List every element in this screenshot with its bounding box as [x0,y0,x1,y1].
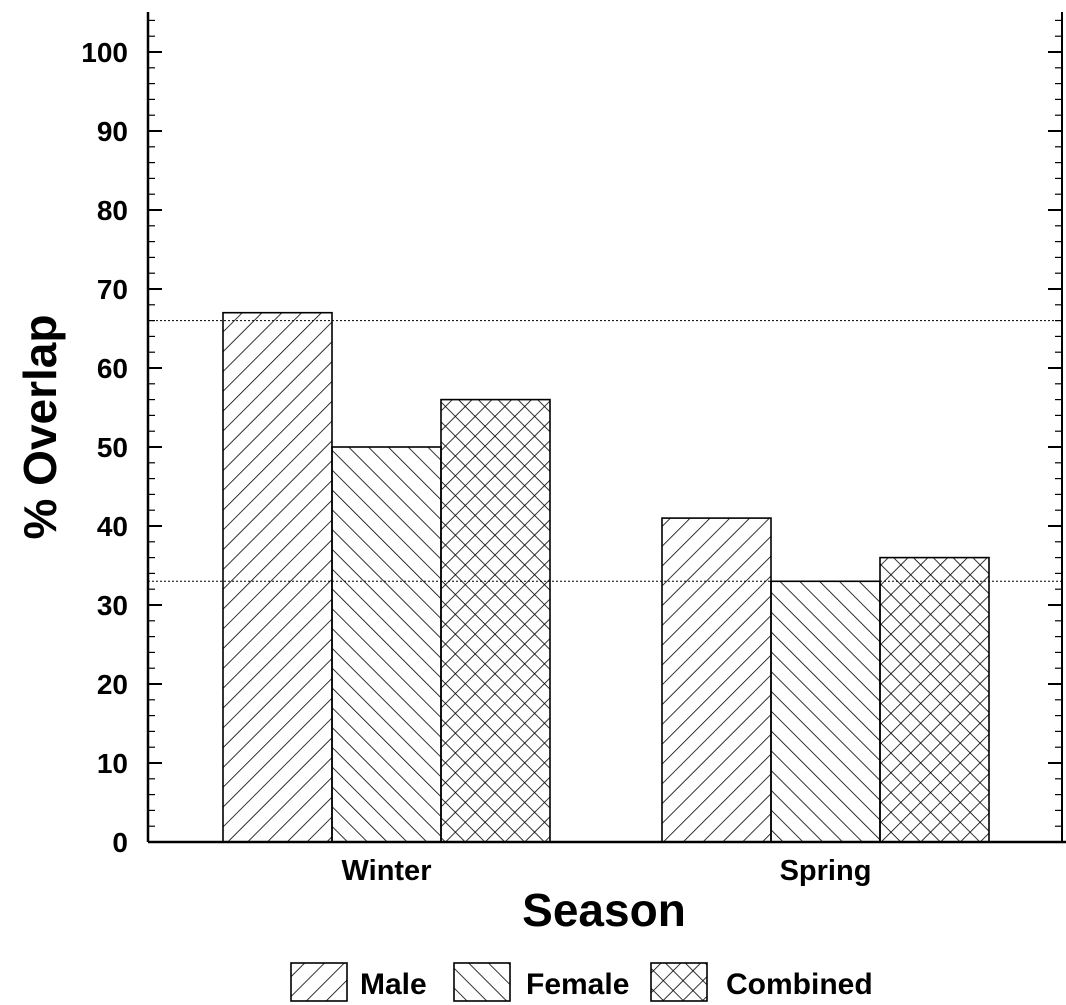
bar-combined-spring [879,556,990,843]
legend-label-combined: Combined [726,968,873,1001]
legend-label-male: Male [360,968,427,1001]
x-tick-label: Spring [780,855,872,887]
bar-female-spring [770,580,881,843]
legend: Male Female Combined [290,962,873,1002]
x-axis-category-labels: Winter Spring [342,855,872,887]
y-axis-title: % Overlap [14,315,66,540]
y-tick-label: 40 [97,511,128,542]
y-tick-label: 60 [97,353,128,384]
bar-male-winter [222,311,333,843]
y-tick-label: 70 [97,274,128,305]
bar-combined-winter [440,398,551,843]
y-tick-label: 10 [97,748,128,779]
bars [222,311,990,843]
bar-female-winter [331,446,442,843]
y-tick-label: 0 [112,827,128,858]
y-tick-label: 80 [97,195,128,226]
y-tick-label: 20 [97,669,128,700]
legend-label-female: Female [526,968,629,1001]
y-tick-label: 100 [81,37,128,68]
y-tick-label: 90 [97,116,128,147]
legend-swatch-female [453,962,511,1002]
y-tick-label: 50 [97,432,128,463]
legend-swatch-combined [650,962,708,1002]
y-tick-label: 30 [97,590,128,621]
x-tick-label: Winter [342,855,432,887]
y-axis-ticks: 0 10 20 30 40 50 60 70 80 90 100 [81,19,1062,858]
legend-swatch-male [290,962,348,1002]
x-axis-title: Season [522,884,686,936]
bar-male-spring [661,517,772,843]
